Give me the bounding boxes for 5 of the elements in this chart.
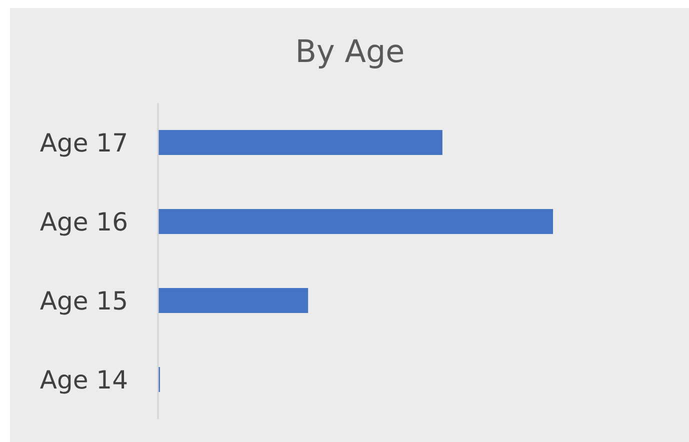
- y-tick-label: Age 17: [40, 128, 128, 158]
- y-tick-label: Age 14: [40, 365, 128, 394]
- y-tick-label: Age 15: [40, 286, 128, 316]
- chart-title: By Age: [295, 34, 405, 70]
- y-tick-label: Age 16: [40, 207, 128, 236]
